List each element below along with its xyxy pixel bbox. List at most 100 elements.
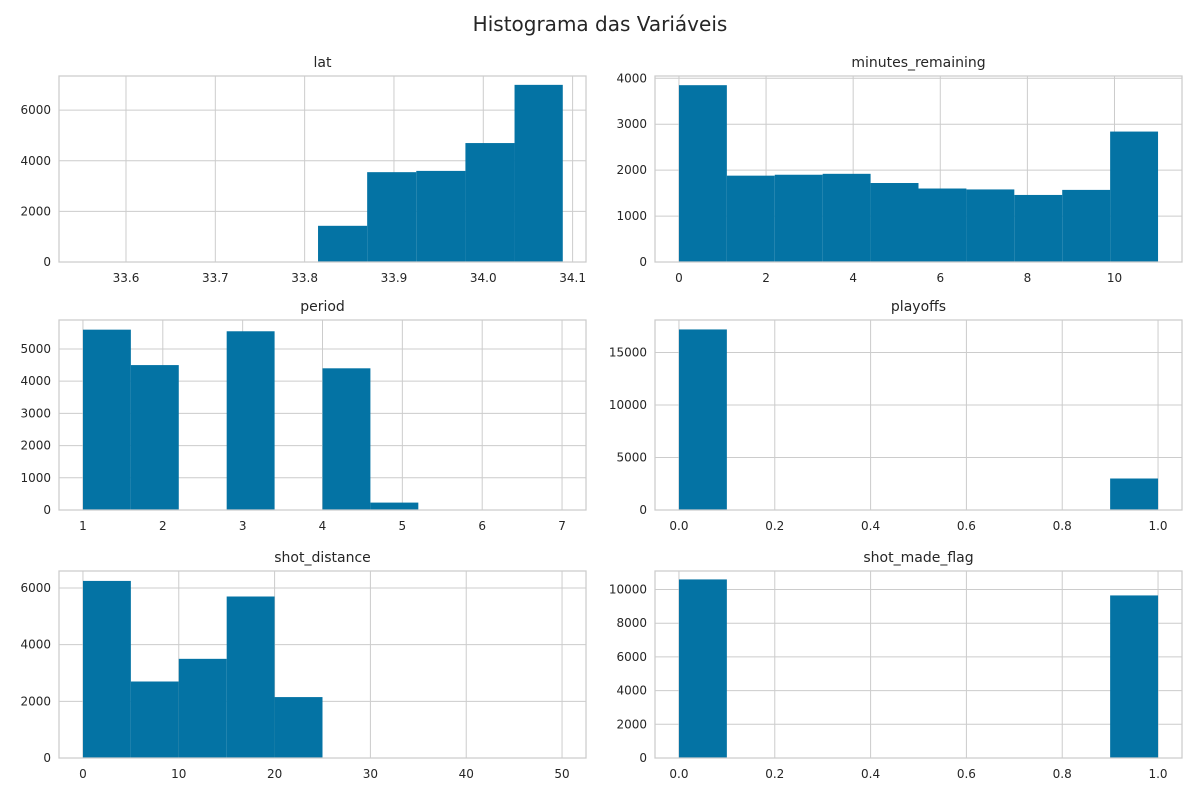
chart-3-bar-7 — [370, 502, 419, 510]
chart-3-y-tick-label: 5000 — [20, 342, 51, 356]
chart-5-bar-1 — [82, 580, 131, 758]
chart-4-x-tick-label: 0.2 — [765, 519, 784, 533]
chart-2-x-tick-label: 4 — [849, 271, 857, 285]
chart-1-bar-2 — [367, 172, 417, 262]
chart-1-x-tick-label: 33.8 — [291, 271, 318, 285]
chart-1-x-tick-label: 34.0 — [470, 271, 497, 285]
chart-3-x-tick-label: 4 — [319, 519, 327, 533]
chart-3-y-tick-label: 0 — [43, 503, 51, 517]
chart-2-bar-5 — [870, 183, 919, 262]
chart-2-bar-4 — [822, 173, 871, 262]
chart-4-x-tick-label: 0.8 — [1053, 519, 1072, 533]
chart-6-frame — [654, 570, 1183, 759]
chart-5-bar-3 — [178, 658, 227, 758]
chart-2-y-tick-label: 3000 — [616, 117, 647, 131]
chart-1-frame — [58, 75, 587, 263]
chart-3-bar-2 — [130, 365, 179, 510]
chart-2-bar-2 — [726, 175, 775, 262]
chart-4-title: playoffs — [891, 299, 946, 315]
chart-3-x-tick-label: 3 — [239, 519, 247, 533]
chart-1-bar-5 — [514, 84, 563, 262]
chart-3-y-tick-label: 3000 — [20, 406, 51, 420]
chart-3-frame — [58, 319, 587, 511]
figure-title: Histograma das Variáveis — [472, 12, 728, 36]
chart-5-x-tick-label: 10 — [171, 767, 186, 781]
chart-3-y-tick-label: 4000 — [20, 374, 51, 388]
chart-5-bar-2 — [130, 681, 179, 758]
chart-3-x-tick-label: 5 — [399, 519, 407, 533]
chart-1-x-tick-label: 33.7 — [202, 271, 229, 285]
chart-5-x-tick-label: 0 — [79, 767, 87, 781]
chart-3-y-tick-label: 2000 — [20, 439, 51, 453]
chart-2-bar-7 — [966, 189, 1015, 262]
chart-4-x-tick-label: 0.4 — [861, 519, 880, 533]
chart-1-y-tick-label: 6000 — [20, 103, 51, 117]
chart-6-x-tick-label: 1.0 — [1148, 767, 1167, 781]
chart-3-bar-6 — [322, 368, 371, 510]
chart-3-title: period — [300, 299, 345, 315]
chart-4-frame — [654, 319, 1183, 511]
chart-1-bar-1 — [318, 225, 368, 262]
chart-6-y-tick-label: 2000 — [616, 717, 647, 731]
chart-2-bar-9 — [1062, 189, 1111, 262]
chart-4-y-tick-label: 15000 — [609, 346, 647, 360]
chart-2-bar-3 — [774, 174, 823, 262]
chart-6-y-tick-label: 6000 — [616, 650, 647, 664]
chart-5-x-tick-label: 20 — [267, 767, 282, 781]
chart-3-x-tick-label: 2 — [159, 519, 167, 533]
chart-4-y-tick-label: 5000 — [616, 451, 647, 465]
chart-4-x-tick-label: 1.0 — [1148, 519, 1167, 533]
chart-3-x-tick-label: 7 — [558, 519, 566, 533]
chart-3-bar-4 — [226, 331, 275, 510]
chart-5-frame — [58, 570, 587, 759]
chart-6-y-tick-label: 0 — [639, 751, 647, 765]
chart-1-bar-3 — [416, 170, 466, 262]
chart-1-y-tick-label: 4000 — [20, 154, 51, 168]
chart-2-y-tick-label: 0 — [639, 255, 647, 269]
chart-1-title: lat — [314, 55, 332, 71]
chart-4-y-tick-label: 0 — [639, 503, 647, 517]
chart-5-y-tick-label: 0 — [43, 751, 51, 765]
chart-1-bar-4 — [465, 143, 515, 262]
chart-2-bar-6 — [918, 188, 967, 262]
chart-6-x-tick-label: 0.0 — [669, 767, 688, 781]
chart-5-x-tick-label: 50 — [554, 767, 569, 781]
chart-6-title: shot_made_flag — [863, 550, 973, 566]
chart-5-bar-4 — [226, 596, 275, 758]
chart-2-title: minutes_remaining — [851, 55, 985, 71]
chart-2-y-tick-label: 1000 — [616, 209, 647, 223]
chart-3-x-tick-label: 1 — [79, 519, 87, 533]
chart-5-x-tick-label: 40 — [459, 767, 474, 781]
chart-1-x-tick-label: 33.6 — [113, 271, 140, 285]
chart-1-lat: 33.6 33.7 33.8 33.9 34.0 34.1 0 2000 4000 6000 lat — [20, 55, 587, 285]
chart-2-x-tick-label: 10 — [1107, 271, 1122, 285]
chart-2-x-tick-label: 8 — [1024, 271, 1032, 285]
chart-6-bar-1 — [678, 579, 727, 758]
chart-4-y-tick-label: 10000 — [609, 398, 647, 412]
chart-2-x-tick-label: 6 — [936, 271, 944, 285]
chart-6-bar-10 — [1110, 595, 1159, 758]
chart-2-y-tick-label: 4000 — [616, 71, 647, 85]
chart-6-x-tick-label: 0.2 — [765, 767, 784, 781]
chart-2-bar-10 — [1110, 131, 1159, 262]
chart-6-y-tick-label: 8000 — [616, 616, 647, 630]
chart-5-title: shot_distance — [274, 550, 371, 566]
chart-5-shot-distance: 0 10 20 30 40 50 0 2000 4000 6000 shot_distance — [20, 550, 587, 781]
chart-4-x-tick-label: 0.0 — [669, 519, 688, 533]
chart-4-bar-1 — [678, 329, 727, 510]
chart-5-y-tick-label: 6000 — [20, 581, 51, 595]
chart-2-bar-8 — [1014, 194, 1063, 262]
chart-5-bar-5 — [274, 697, 323, 758]
chart-3-y-tick-label: 1000 — [20, 471, 51, 485]
chart-1-x-tick-label: 34.1 — [559, 271, 586, 285]
chart-5-x-tick-label: 30 — [363, 767, 378, 781]
chart-6-x-tick-label: 0.4 — [861, 767, 880, 781]
chart-3-period: 1 2 3 4 5 6 7 0 1000 2000 3000 4000 5000 period — [20, 299, 587, 533]
chart-3-bar-1 — [82, 329, 131, 510]
chart-4-x-tick-label: 0.6 — [957, 519, 976, 533]
chart-4-playoffs: 0.0 0.2 0.4 0.6 0.8 1.0 0 5000 10000 15000 playoff… — [609, 299, 1183, 533]
chart-2-y-tick-label: 2000 — [616, 163, 647, 177]
chart-2-x-tick-label: 0 — [675, 271, 683, 285]
chart-6-shot-made-flag: 0.0 0.2 0.4 0.6 0.8 1.0 0 2000 4000 6000 8000 10000… — [609, 550, 1183, 781]
